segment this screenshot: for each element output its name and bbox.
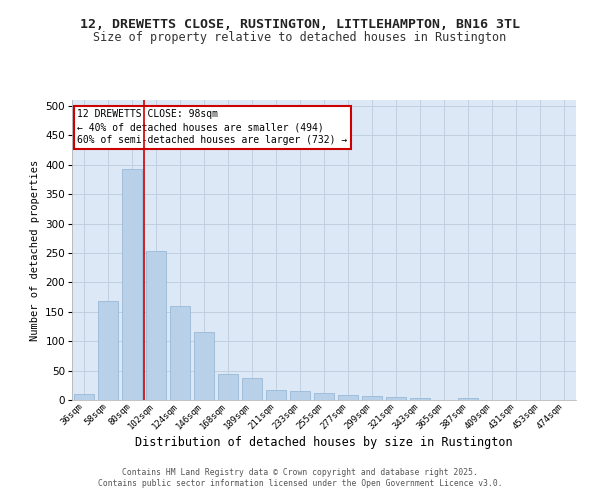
Bar <box>314 393 334 400</box>
Bar <box>218 374 238 400</box>
Text: 12 DREWETTS CLOSE: 98sqm
← 40% of detached houses are smaller (494)
60% of semi-: 12 DREWETTS CLOSE: 98sqm ← 40% of detach… <box>77 109 347 146</box>
Bar <box>146 251 166 400</box>
Bar <box>98 301 118 400</box>
Bar <box>362 396 382 400</box>
Bar <box>170 306 190 400</box>
Bar <box>122 169 142 400</box>
Bar <box>410 398 430 400</box>
Bar <box>194 332 214 400</box>
Text: 12, DREWETTS CLOSE, RUSTINGTON, LITTLEHAMPTON, BN16 3TL: 12, DREWETTS CLOSE, RUSTINGTON, LITTLEHA… <box>80 18 520 30</box>
Bar <box>242 378 262 400</box>
Text: Size of property relative to detached houses in Rustington: Size of property relative to detached ho… <box>94 31 506 44</box>
Y-axis label: Number of detached properties: Number of detached properties <box>30 160 40 340</box>
Bar <box>266 390 286 400</box>
Bar <box>290 391 310 400</box>
Text: Contains HM Land Registry data © Crown copyright and database right 2025.
Contai: Contains HM Land Registry data © Crown c… <box>98 468 502 487</box>
X-axis label: Distribution of detached houses by size in Rustington: Distribution of detached houses by size … <box>135 436 513 449</box>
Bar <box>338 396 358 400</box>
Bar <box>386 397 406 400</box>
Bar <box>74 394 94 400</box>
Bar <box>458 398 478 400</box>
